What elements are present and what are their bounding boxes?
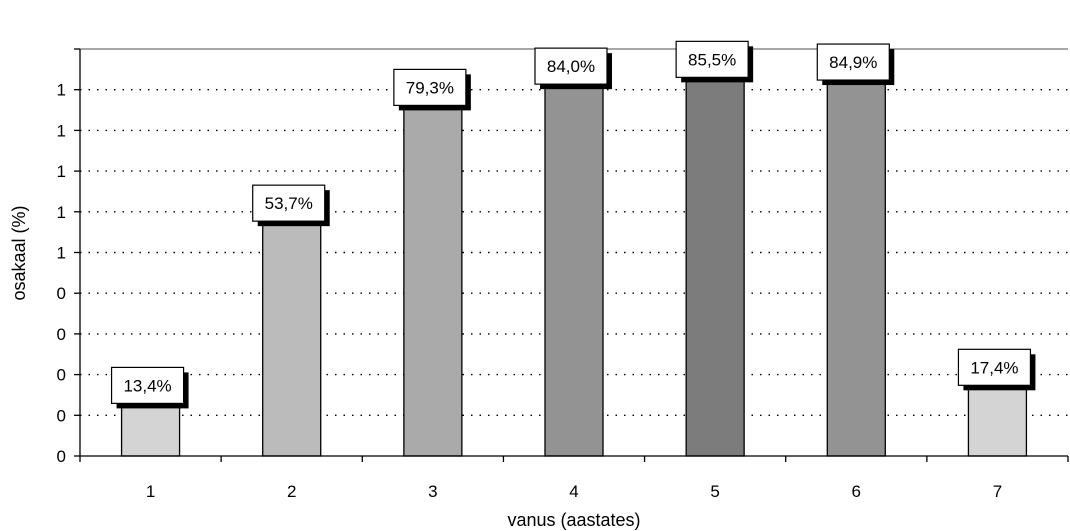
y-tick-label: 1	[57, 121, 66, 140]
data-label: 79,3%	[406, 78, 454, 97]
y-tick-label: 0	[57, 366, 66, 385]
data-label: 84,0%	[547, 57, 595, 76]
y-tick-label: 1	[57, 162, 66, 181]
bar	[262, 212, 322, 457]
data-label: 17,4%	[970, 358, 1018, 377]
data-label-box	[675, 40, 749, 78]
data-label: 13,4%	[123, 376, 171, 395]
x-tick-label: 7	[993, 482, 1002, 501]
y-tick-label: 1	[57, 244, 66, 263]
x-tick-label: 5	[710, 482, 719, 501]
y-tick-label: 0	[57, 325, 66, 344]
y-tick-label: 0	[57, 284, 66, 303]
x-tick-label: 6	[852, 482, 861, 501]
y-tick-label: 0	[57, 406, 66, 425]
bar	[544, 75, 604, 457]
y-tick-label: 1	[57, 203, 66, 222]
x-tick-label: 4	[569, 482, 578, 501]
axes	[74, 48, 1069, 462]
bar	[826, 71, 886, 457]
x-tick-label: 3	[428, 482, 437, 501]
bars	[120, 68, 1028, 457]
y-tick-label: 0	[57, 447, 66, 466]
y-tick-labels: 0 0 0 0 0 1 1 1 1 1	[57, 81, 66, 466]
y-tick-label: 1	[57, 81, 66, 100]
data-label-box	[393, 68, 467, 106]
data-label: 53,7%	[265, 194, 313, 213]
data-label-box	[252, 184, 326, 222]
y-axis-title: osakaal (%)	[9, 205, 29, 300]
bar	[403, 96, 463, 457]
bar	[685, 68, 745, 457]
x-tick-label: 2	[287, 482, 296, 501]
data-label-box	[957, 348, 1032, 386]
data-labels: 13,4% 53,7% 79,3% 84,0% 85,5% 84,9% 17,4%	[110, 40, 1036, 409]
data-label: 84,9%	[829, 53, 877, 72]
data-label-box	[534, 47, 608, 85]
x-tick-labels: 1 2 3 4 5 6 7	[146, 482, 1002, 501]
data-label: 85,5%	[688, 50, 736, 69]
data-label-box	[110, 366, 185, 405]
x-axis-title: vanus (aastates)	[507, 510, 640, 530]
x-tick-label: 1	[146, 482, 155, 501]
data-label-box	[816, 43, 890, 81]
